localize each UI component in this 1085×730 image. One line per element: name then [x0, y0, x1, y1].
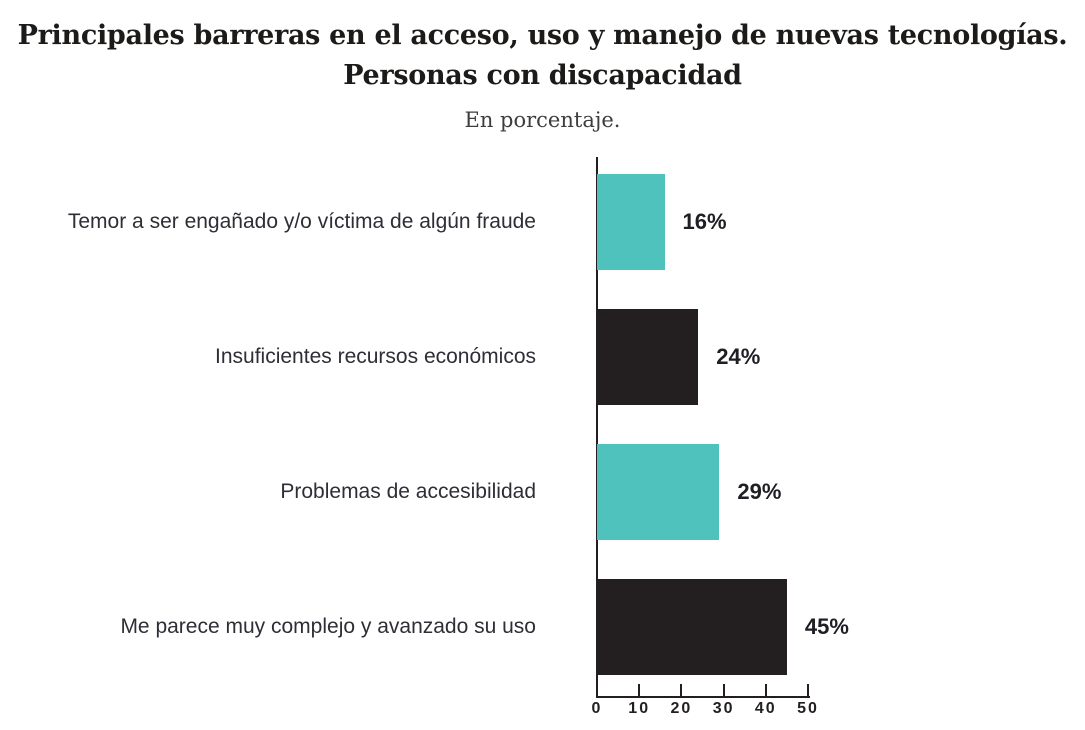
x-tick-mark	[638, 684, 641, 696]
x-tick-label: 0	[591, 700, 603, 717]
x-tick-label: 50	[797, 700, 819, 717]
x-tick-mark	[807, 684, 809, 696]
bar-row: Temor a ser engañado y/o víctima de algú…	[0, 174, 1085, 270]
category-label: Insuficientes recursos económicos	[215, 345, 536, 368]
bar	[597, 444, 720, 540]
bar	[597, 579, 787, 675]
value-label: 45%	[804, 614, 849, 639]
bar-row: Problemas de accesibilidad 29%	[0, 444, 1085, 540]
value-label: 29%	[737, 479, 782, 504]
value-label: 24%	[716, 344, 761, 369]
category-label: Temor a ser engañado y/o víctima de algú…	[67, 210, 536, 233]
bar	[597, 309, 699, 405]
bar-row: Me parece muy complejo y avanzado su uso…	[0, 579, 1085, 675]
chart-title-line2: Personas con discapacidad	[343, 60, 742, 91]
x-tick-mark	[680, 684, 683, 696]
value-label: 16%	[682, 209, 727, 234]
chart-subtitle: En porcentaje.	[464, 108, 621, 132]
bar-row: Insuficientes recursos económicos 24%	[0, 309, 1085, 405]
x-tick-label: 30	[712, 700, 735, 717]
x-tick-label: 20	[670, 700, 693, 717]
y-axis-line	[596, 157, 598, 698]
x-tick-mark	[722, 684, 725, 696]
x-axis-baseline	[596, 696, 810, 698]
x-tick-label: 10	[628, 700, 651, 717]
x-tick-label: 40	[754, 700, 777, 717]
bar	[597, 174, 665, 270]
chart-title-line1: Principales barreras en el acceso, uso y…	[17, 20, 1068, 51]
x-tick-mark	[596, 684, 598, 696]
category-label: Problemas de accesibilidad	[280, 480, 536, 503]
x-tick-mark	[764, 684, 767, 696]
category-label: Me parece muy complejo y avanzado su uso	[120, 615, 536, 638]
